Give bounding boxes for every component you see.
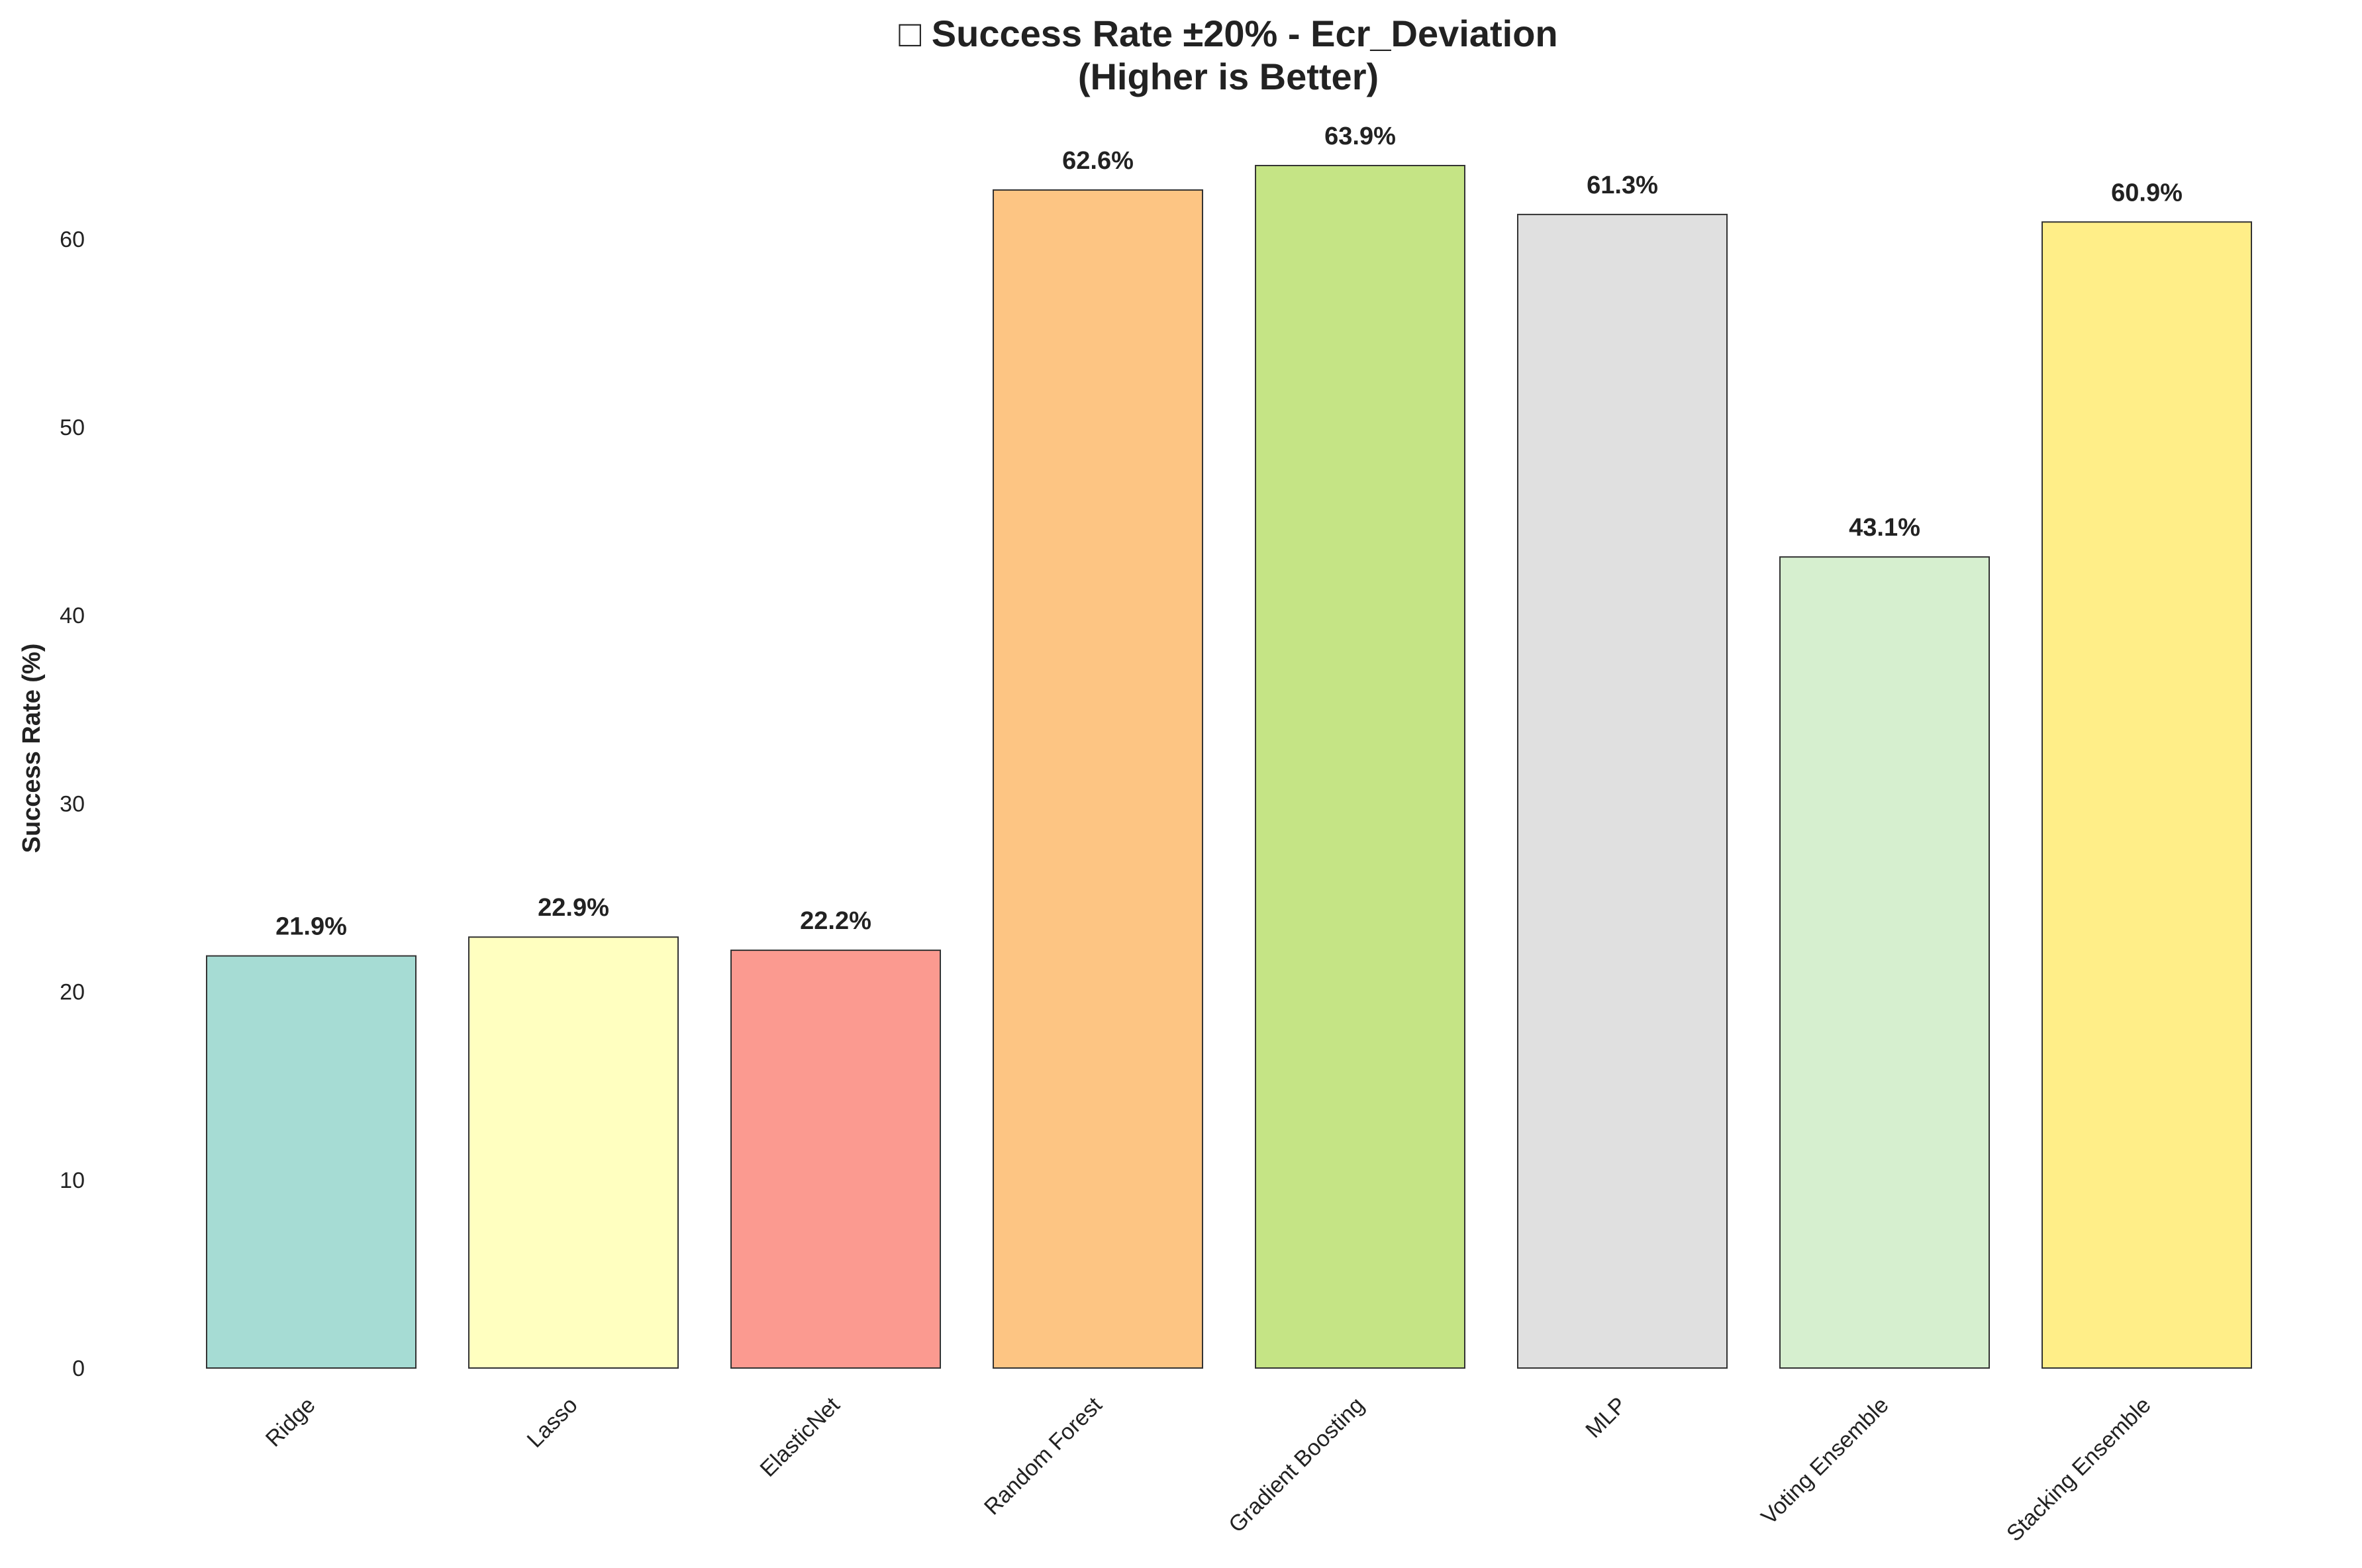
x-tick-label: Ridge <box>261 1393 320 1452</box>
bar-value-label: 43.1% <box>1849 514 1920 542</box>
x-tick-label: Lasso <box>522 1393 583 1453</box>
y-tick-label: 10 <box>60 1168 85 1193</box>
x-tick-label: Random Forest <box>979 1392 1107 1520</box>
bar-value-label: 21.9% <box>275 913 347 941</box>
y-axis-label: Success Rate (%) <box>18 644 46 854</box>
x-axis-ticks: Ridge Lasso ElasticNet Random Forest Gradien… <box>261 1392 2156 1546</box>
bar <box>206 955 417 1369</box>
y-tick-label: 60 <box>60 227 85 252</box>
data-labels: 21.9% 22.9% 22.2% 62.6% 63.9% 61.3% 43.1% 60.9% <box>275 122 2183 941</box>
chart-title-line-2: (Higher is Better) <box>1078 56 1379 97</box>
bar <box>1517 213 1728 1369</box>
bar-value-label: 63.9% <box>1324 122 1396 150</box>
bar-value-label: 22.9% <box>538 894 609 922</box>
bar-value-label: 22.2% <box>800 907 871 935</box>
y-tick-label: 0 <box>72 1356 85 1381</box>
y-tick-label: 40 <box>60 603 85 628</box>
bar <box>730 950 941 1369</box>
x-tick-label: ElasticNet <box>756 1392 845 1481</box>
y-tick-label: 50 <box>60 415 85 440</box>
bar-value-label: 61.3% <box>1587 172 1658 199</box>
bar <box>468 936 679 1369</box>
bar-value-label: 60.9% <box>2111 179 2183 207</box>
bars <box>206 165 2252 1369</box>
y-axis-ticks: 0 10 20 30 40 50 60 <box>60 227 85 1381</box>
bar <box>1779 556 1990 1369</box>
bar <box>2042 221 2252 1369</box>
bar <box>1255 165 1465 1369</box>
chart-title-line-1: □ Success Rate ±20% - Ecr_Deviation <box>899 13 1557 54</box>
x-tick-label: Stacking Ensemble <box>2002 1393 2156 1547</box>
bar <box>993 189 1203 1369</box>
x-tick-label: Voting Ensemble <box>1756 1393 1893 1530</box>
x-tick-label: Gradient Boosting <box>1224 1393 1369 1538</box>
x-tick-label: MLP <box>1581 1393 1631 1443</box>
bar-value-label: 62.6% <box>1062 147 1134 175</box>
y-tick-label: 30 <box>60 791 85 816</box>
y-tick-label: 20 <box>60 980 85 1005</box>
